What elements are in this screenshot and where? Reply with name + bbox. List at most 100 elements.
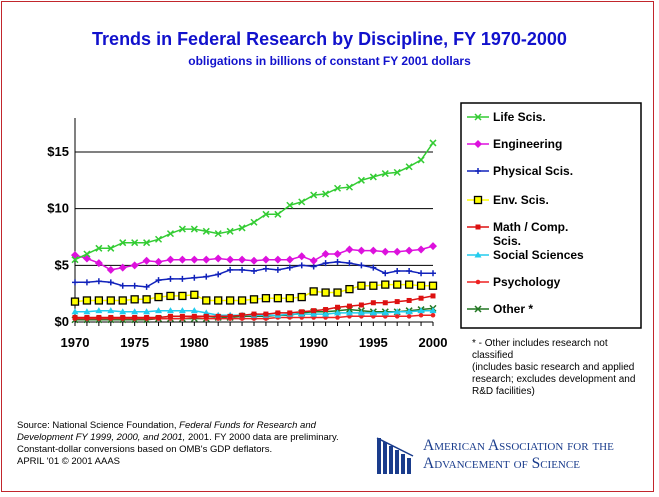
- data-point: [321, 250, 330, 258]
- data-point: [358, 262, 365, 269]
- data-point: [370, 300, 376, 306]
- data-point: [130, 261, 139, 270]
- data-point: [298, 262, 305, 269]
- data-point: [381, 309, 389, 316]
- y-tick-label: $5: [55, 257, 69, 272]
- data-point: [358, 302, 364, 308]
- data-point: [107, 307, 115, 314]
- data-point: [239, 312, 245, 318]
- data-point: [417, 307, 425, 314]
- data-point: [227, 313, 233, 319]
- data-point: [82, 296, 92, 305]
- data-point: [273, 294, 283, 303]
- data-point: [227, 266, 234, 273]
- legend-label: Env. Scis.: [493, 193, 549, 207]
- data-point: [226, 227, 234, 235]
- data-point: [287, 310, 293, 316]
- data-point: [286, 264, 293, 271]
- data-point: [118, 296, 127, 305]
- data-point: [131, 308, 139, 315]
- data-point: [430, 312, 436, 318]
- data-point: [107, 279, 114, 286]
- data-point: [226, 255, 235, 264]
- data-point: [119, 308, 127, 315]
- legend-label: Life Scis.: [493, 110, 546, 124]
- data-point: [406, 297, 412, 303]
- data-point: [72, 279, 78, 286]
- data-point: [166, 230, 174, 238]
- data-point: [286, 201, 294, 209]
- data-point: [357, 281, 366, 290]
- data-point: [274, 210, 282, 218]
- data-point: [405, 163, 413, 171]
- data-point: [346, 303, 352, 309]
- legend-swatch-marker: [474, 140, 482, 148]
- data-point: [404, 280, 414, 289]
- x-tick-label: 1985: [240, 335, 269, 350]
- data-point: [394, 299, 400, 305]
- data-point: [203, 273, 210, 280]
- data-point: [393, 308, 401, 315]
- data-point: [119, 282, 126, 289]
- data-point: [106, 265, 115, 274]
- data-point: [251, 311, 257, 317]
- legend-item: Psychology: [467, 275, 561, 289]
- data-point: [274, 266, 281, 273]
- legend-swatch-marker: [475, 168, 481, 174]
- data-point: [345, 183, 353, 191]
- data-point: [166, 307, 174, 314]
- data-point: [251, 268, 257, 274]
- source-date: APRIL '01 © 2001 AAAS: [17, 456, 120, 467]
- data-point: [156, 314, 162, 320]
- legend-box: [460, 102, 642, 329]
- data-point: [119, 239, 127, 247]
- y-tick-label: $15: [47, 144, 69, 159]
- data-point: [178, 307, 186, 314]
- data-point: [406, 268, 413, 274]
- data-point: [345, 309, 353, 316]
- data-point: [262, 210, 270, 218]
- data-point: [190, 307, 198, 314]
- data-point: [393, 280, 402, 289]
- data-point: [416, 281, 426, 290]
- legend-swatch-marker: [474, 305, 482, 313]
- data-point: [190, 255, 199, 264]
- data-point: [334, 309, 342, 316]
- data-point: [83, 279, 90, 286]
- legend-label-cont: Scis.: [493, 234, 521, 248]
- data-point: [382, 300, 388, 306]
- data-point: [94, 259, 103, 268]
- data-point: [167, 313, 173, 319]
- data-point: [321, 288, 330, 297]
- legend-label: Psychology: [493, 275, 561, 289]
- aaas-logo-text: American Association for the Advancement…: [423, 437, 614, 473]
- data-point: [405, 246, 414, 255]
- data-point: [335, 304, 341, 310]
- data-point: [95, 244, 103, 252]
- data-point: [405, 308, 413, 315]
- data-point: [143, 283, 150, 290]
- data-point: [239, 266, 246, 273]
- data-point: [132, 314, 138, 320]
- data-point: [261, 255, 270, 264]
- source-suffix: 2001. FY 2000 data are preliminary. Cons…: [17, 432, 339, 455]
- data-point: [143, 308, 151, 315]
- data-point: [382, 270, 389, 277]
- data-point: [394, 268, 401, 274]
- x-tick-label: 1990: [299, 335, 328, 350]
- data-point: [322, 260, 329, 267]
- legend-item: Math / Comp.Scis.: [467, 220, 568, 248]
- data-point: [429, 139, 437, 147]
- data-point: [142, 295, 151, 304]
- data-point: [83, 308, 91, 315]
- legend: Life Scis. Engineering Physical Scis. Env. …: [460, 102, 642, 329]
- data-point: [357, 309, 365, 316]
- data-point: [369, 173, 377, 181]
- data-point: [369, 281, 378, 290]
- data-point: [214, 254, 223, 263]
- series-env-scis: [70, 280, 438, 306]
- data-point: [118, 263, 127, 272]
- data-point: [418, 312, 424, 318]
- data-point: [285, 255, 294, 264]
- legend-item: Life Scis.: [467, 110, 546, 124]
